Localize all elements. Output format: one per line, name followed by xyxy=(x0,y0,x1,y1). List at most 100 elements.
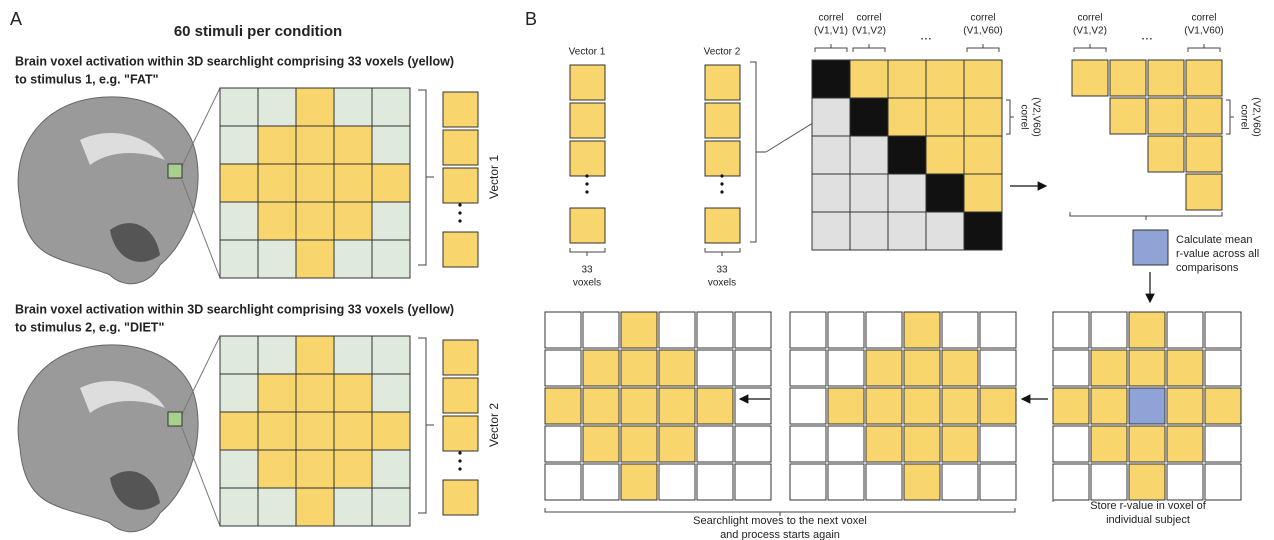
cell xyxy=(219,411,259,451)
cell xyxy=(811,211,851,251)
bracket xyxy=(418,337,434,514)
vector-cell xyxy=(442,415,479,452)
dots xyxy=(458,211,462,215)
cell xyxy=(1052,311,1090,349)
cell xyxy=(582,387,620,425)
bracket xyxy=(1006,99,1014,135)
cell xyxy=(620,349,658,387)
cell xyxy=(789,463,827,501)
cell xyxy=(1147,97,1185,135)
label: correl xyxy=(856,13,881,24)
cell xyxy=(696,463,734,501)
cell xyxy=(257,163,297,203)
vector-cell xyxy=(704,140,741,177)
label: voxels xyxy=(708,278,736,289)
cell xyxy=(257,239,297,279)
cell xyxy=(219,201,259,241)
cell xyxy=(827,349,865,387)
cell xyxy=(333,487,373,527)
cell xyxy=(963,173,1003,213)
dots xyxy=(458,203,462,207)
cell xyxy=(257,201,297,241)
bracket xyxy=(966,44,1000,52)
cell xyxy=(371,335,411,375)
cell xyxy=(219,87,259,127)
cell xyxy=(734,425,772,463)
cell xyxy=(963,59,1003,99)
cell xyxy=(333,201,373,241)
dots xyxy=(720,190,724,194)
vector-label: Vector 1 xyxy=(569,47,606,58)
cell xyxy=(696,425,734,463)
cell xyxy=(887,173,927,213)
cell xyxy=(371,411,411,451)
cell xyxy=(582,349,620,387)
cell xyxy=(925,97,965,137)
dots xyxy=(720,174,724,178)
cell xyxy=(865,311,903,349)
cell xyxy=(333,373,373,413)
dots xyxy=(458,219,462,223)
caption: to stimulus 2, e.g. "DIET" xyxy=(15,320,164,334)
cell xyxy=(1204,425,1242,463)
cell xyxy=(371,125,411,165)
cell xyxy=(295,487,335,527)
bracket xyxy=(704,248,741,256)
cell xyxy=(295,449,335,489)
label: correl xyxy=(818,13,843,24)
note: Calculate mean xyxy=(1176,234,1252,246)
cell xyxy=(658,387,696,425)
label: (V1,V60) xyxy=(1184,26,1223,37)
cell xyxy=(963,135,1003,175)
cell xyxy=(849,135,889,175)
cell xyxy=(1147,135,1185,173)
cell xyxy=(1166,387,1204,425)
caption: Brain voxel activation within 3D searchl… xyxy=(15,302,454,316)
cell xyxy=(219,125,259,165)
cell xyxy=(1128,463,1166,501)
cell xyxy=(941,387,979,425)
cell xyxy=(1185,135,1223,173)
cell xyxy=(865,387,903,425)
cell xyxy=(789,387,827,425)
ellipsis: ... xyxy=(920,27,932,43)
zoom-line xyxy=(181,179,221,279)
cell xyxy=(582,425,620,463)
cell xyxy=(941,311,979,349)
panel-label: B xyxy=(525,9,537,29)
cell xyxy=(979,311,1017,349)
label: 33 xyxy=(581,265,593,276)
cell xyxy=(941,349,979,387)
panel-label: A xyxy=(10,9,22,29)
cell xyxy=(811,135,851,175)
label: correl xyxy=(1191,13,1216,24)
cell xyxy=(865,349,903,387)
cell xyxy=(371,201,411,241)
cell xyxy=(658,349,696,387)
vector-cell xyxy=(704,207,741,244)
cell xyxy=(1052,349,1090,387)
cell xyxy=(1204,463,1242,501)
bracket xyxy=(544,508,1016,516)
vector-cell xyxy=(442,377,479,414)
cell xyxy=(789,425,827,463)
cell xyxy=(903,387,941,425)
cell xyxy=(1090,349,1128,387)
cell xyxy=(811,59,851,99)
cell xyxy=(257,87,297,127)
cell xyxy=(849,97,889,137)
cell xyxy=(1071,59,1109,97)
bracket xyxy=(569,248,606,256)
cell xyxy=(827,311,865,349)
searchlight xyxy=(167,411,183,427)
brain-1 xyxy=(17,96,199,285)
cell xyxy=(925,135,965,175)
cell xyxy=(1052,463,1090,501)
cell xyxy=(257,335,297,375)
cell xyxy=(658,311,696,349)
vector-cell xyxy=(569,102,606,139)
cell xyxy=(696,387,734,425)
vector-cell xyxy=(442,231,479,268)
cell xyxy=(887,97,927,137)
cell xyxy=(1052,387,1090,425)
